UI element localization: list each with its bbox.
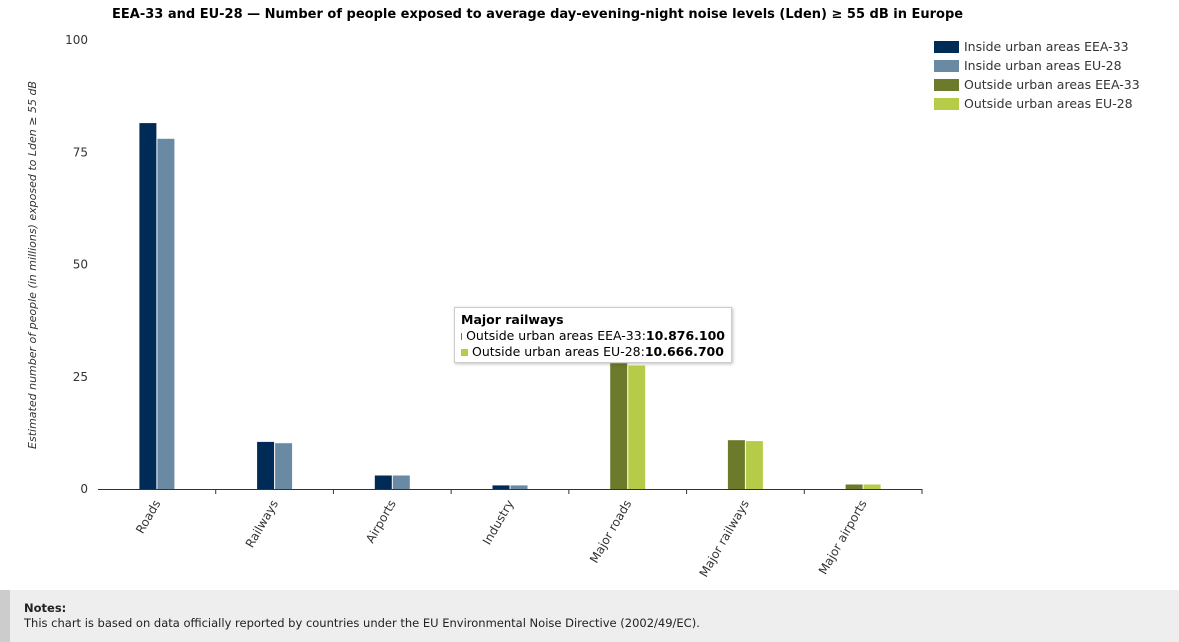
chart-title: EEA-33 and EU-28 — Number of people expo… bbox=[112, 7, 964, 22]
notes-text: This chart is based on data officially r… bbox=[24, 616, 700, 630]
legend-swatch bbox=[934, 97, 959, 110]
legend-swatch bbox=[934, 40, 959, 53]
legend-swatch bbox=[934, 59, 959, 72]
legend-label: Inside urban areas EU-28 bbox=[964, 58, 1122, 73]
y-tick-label: 50 bbox=[73, 258, 88, 272]
legend-label: Outside urban areas EU-28 bbox=[964, 96, 1133, 111]
x-tick-label: Major railways bbox=[697, 498, 752, 580]
tooltip-series-label: Outside urban areas EEA-33: bbox=[466, 328, 646, 343]
bar[interactable] bbox=[257, 441, 275, 489]
notes-title: Notes: bbox=[24, 601, 67, 615]
tooltip-series-value: 10.876.100 bbox=[645, 328, 725, 343]
legend-item-outside-eu28[interactable]: Outside urban areas EU-28 bbox=[934, 94, 1140, 113]
x-tick-label: Major airports bbox=[816, 498, 870, 577]
x-tick-label: Railways bbox=[243, 498, 281, 551]
bar[interactable] bbox=[510, 485, 528, 489]
y-tick-label: 100 bbox=[65, 33, 88, 47]
legend: Inside urban areas EEA-33 Inside urban a… bbox=[934, 37, 1140, 113]
tooltip-series-value: 10.666.700 bbox=[644, 344, 724, 359]
y-tick-label: 25 bbox=[73, 370, 88, 384]
bar[interactable] bbox=[863, 484, 881, 490]
bar[interactable] bbox=[628, 365, 646, 490]
notes-panel: Notes: This chart is based on data offic… bbox=[0, 590, 1179, 642]
bar[interactable] bbox=[374, 475, 392, 490]
bar[interactable] bbox=[275, 443, 293, 489]
y-axis-label: Estimated number of people (in millions)… bbox=[26, 81, 39, 449]
tooltip-row: Outside urban areas EEA-33: 10.876.100 bbox=[461, 328, 725, 344]
legend-item-inside-eea33[interactable]: Inside urban areas EEA-33 bbox=[934, 37, 1140, 56]
bar[interactable] bbox=[139, 123, 157, 489]
tooltip-row: Outside urban areas EU-28: 10.666.700 bbox=[461, 344, 725, 360]
tooltip-series-marker bbox=[461, 332, 463, 340]
bar[interactable] bbox=[392, 475, 410, 490]
bar[interactable] bbox=[610, 363, 628, 489]
y-tick-label: 0 bbox=[80, 482, 88, 496]
y-tick-label: 75 bbox=[73, 145, 88, 159]
bar[interactable] bbox=[157, 138, 175, 490]
x-tick-label: Industry bbox=[480, 498, 517, 548]
x-tick-label: Roads bbox=[133, 498, 163, 537]
bar-chart: Estimated number of people (in millions)… bbox=[26, 33, 923, 580]
legend-swatch bbox=[934, 78, 959, 91]
legend-item-outside-eea33[interactable]: Outside urban areas EEA-33 bbox=[934, 75, 1140, 94]
legend-item-inside-eu28[interactable]: Inside urban areas EU-28 bbox=[934, 56, 1140, 75]
legend-label: Outside urban areas EEA-33 bbox=[964, 77, 1140, 92]
tooltip-title: Major railways bbox=[461, 312, 564, 327]
x-tick-label: Airports bbox=[363, 498, 399, 546]
bar[interactable] bbox=[745, 441, 763, 489]
chart-tooltip: Major railways Outside urban areas EEA-3… bbox=[454, 307, 732, 363]
bar[interactable] bbox=[727, 440, 745, 489]
bar[interactable] bbox=[845, 484, 863, 490]
tooltip-series-label: Outside urban areas EU-28: bbox=[472, 344, 645, 359]
x-tick-label: Major roads bbox=[587, 498, 634, 566]
bar[interactable] bbox=[492, 485, 510, 489]
legend-label: Inside urban areas EEA-33 bbox=[964, 39, 1129, 54]
tooltip-series-marker bbox=[461, 348, 468, 356]
